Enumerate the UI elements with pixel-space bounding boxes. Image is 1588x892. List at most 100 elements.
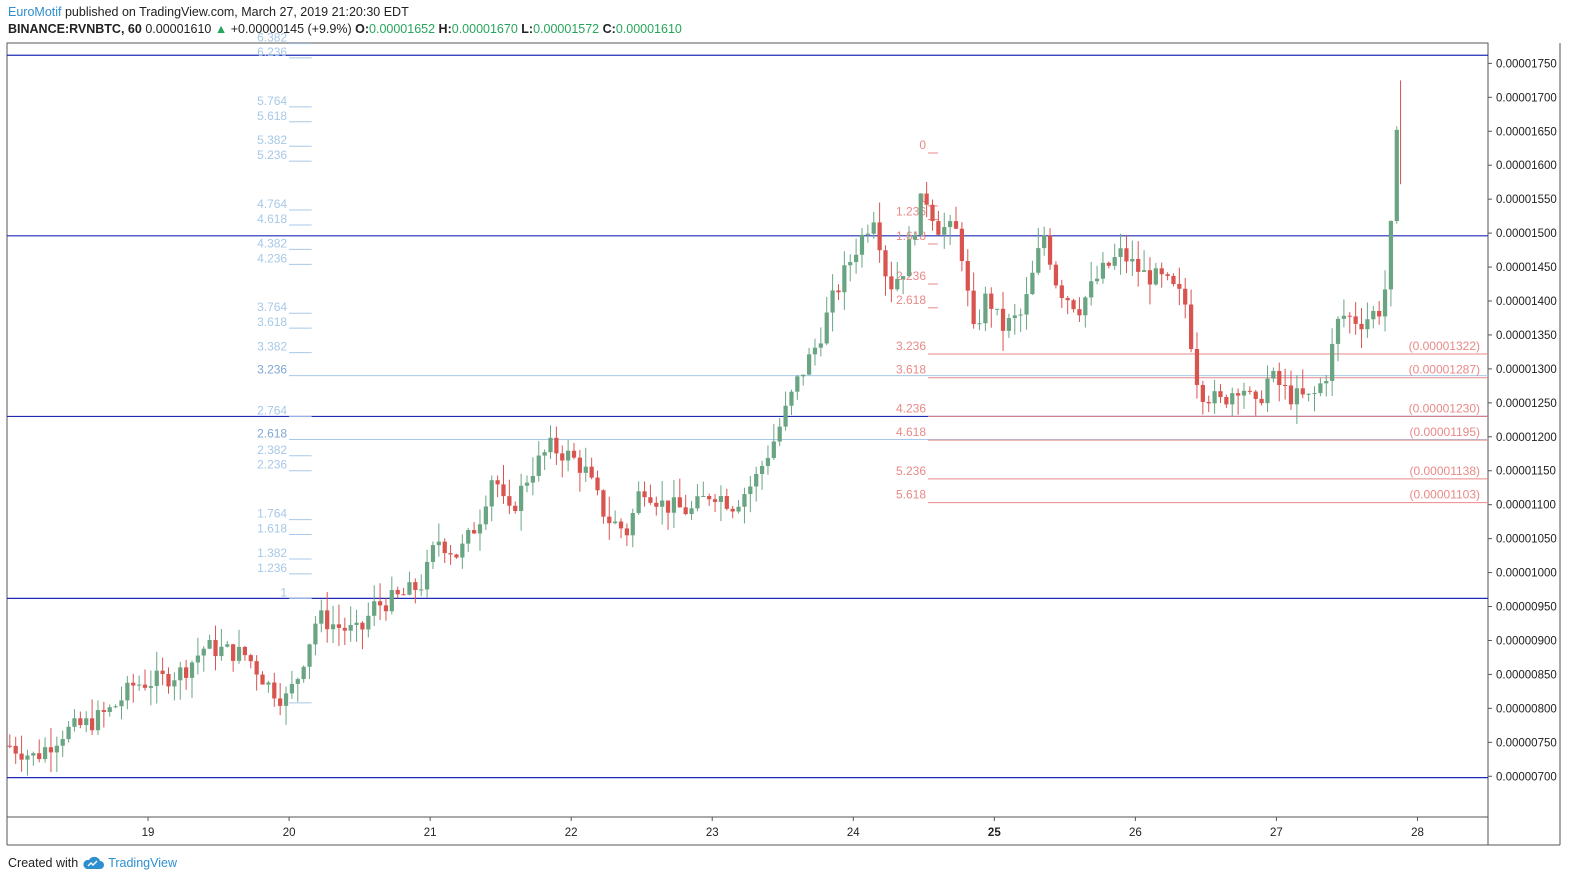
candle-body (1106, 262, 1111, 266)
candle-body (1012, 315, 1017, 319)
candle-body (501, 484, 506, 497)
fib-right-price-label: (0.00001230) (1409, 401, 1480, 415)
candle-body (607, 516, 612, 524)
candle-body (1288, 385, 1294, 405)
candle-body (360, 622, 365, 630)
candle-body (31, 753, 36, 756)
candle-body (1089, 281, 1094, 298)
candle-body (618, 521, 624, 529)
candle-body (231, 644, 236, 661)
candle-body (166, 673, 171, 687)
candle-body (248, 655, 253, 662)
candle-body (389, 590, 394, 612)
open-value: 0.00001652 (369, 22, 436, 36)
candle-body (765, 457, 771, 466)
y-tick-label: 0.00001300 (1496, 364, 1557, 376)
fib-left-level-label: 4.764 (257, 197, 287, 211)
candle-body (906, 239, 912, 277)
fib-left-level-label: 5.764 (257, 94, 287, 108)
fib-left-level-label: 4.382 (257, 236, 287, 250)
candle-body (1071, 300, 1076, 310)
fib-right-level-label: 5.236 (896, 464, 926, 478)
tradingview-link[interactable]: TradingView (108, 856, 177, 870)
x-tick-label: 21 (424, 827, 437, 839)
candle-body (548, 437, 553, 453)
fib-left-level-label: 2.236 (257, 458, 287, 472)
candle-body (701, 496, 706, 498)
candle-body (460, 543, 465, 558)
x-tick-label: 20 (283, 827, 296, 839)
candle-body (1271, 370, 1276, 379)
candle-body (1371, 311, 1376, 320)
y-tick-label: 0.00001200 (1496, 432, 1557, 444)
candle-body (260, 674, 265, 685)
candle-body (995, 308, 1000, 310)
candle-body (236, 646, 242, 661)
y-tick-label: 0.00001050 (1496, 534, 1557, 546)
candle-body (1100, 262, 1106, 279)
y-tick-label: 0.00000700 (1496, 771, 1557, 783)
candle-body (1171, 275, 1176, 285)
candle-body (977, 323, 982, 325)
candle-body (184, 667, 189, 678)
author-link[interactable]: EuroMotif (8, 5, 62, 19)
candle-body (495, 480, 500, 485)
fib-right-price-label: (0.00001322) (1409, 339, 1480, 353)
candle-body (78, 718, 83, 726)
candle-body (1218, 391, 1223, 398)
candle-body (566, 450, 571, 461)
candle-body (754, 473, 759, 487)
candle-body (1136, 258, 1141, 272)
candle-body (736, 506, 741, 512)
candle-body (295, 679, 300, 684)
candle-body (1006, 318, 1012, 331)
fib-left-level-label: 6.382 (257, 31, 287, 45)
publish-info: published on TradingView.com, March 27, … (64, 5, 409, 19)
y-tick-label: 0.00001550 (1496, 194, 1557, 206)
candle-body (789, 391, 794, 406)
candle-body (1259, 398, 1264, 404)
candle-body (965, 261, 970, 291)
candle-body (1153, 268, 1158, 285)
candle-body (1283, 384, 1288, 386)
x-tick-label: 23 (706, 827, 719, 839)
x-tick-label: 24 (847, 827, 860, 839)
candle-body (377, 601, 383, 606)
x-tick-label: 28 (1411, 827, 1424, 839)
candle-body (325, 610, 330, 630)
candle-body (72, 718, 77, 727)
candle-body (242, 646, 248, 656)
y-tick-label: 0.00001500 (1496, 228, 1557, 240)
candle-body (1247, 390, 1252, 392)
candles-group (7, 80, 1402, 776)
candle-body (1083, 297, 1088, 316)
fib-left-level-label: 2.618 (257, 427, 287, 441)
x-tick-label: 22 (565, 827, 578, 839)
candle-body (48, 747, 54, 753)
close-value: 0.00001610 (615, 22, 682, 36)
candle-body (372, 601, 377, 616)
fib-left-level-label: 1 (280, 585, 287, 599)
candle-body (1330, 343, 1335, 381)
candle-body (654, 502, 659, 507)
y-tick-label: 0.00001650 (1496, 126, 1557, 138)
fib-left-level-label: 1.764 (257, 507, 287, 521)
candle-body (424, 561, 430, 590)
candle-body (454, 554, 459, 558)
candle-body (712, 499, 718, 502)
candle-body (801, 374, 806, 377)
candle-body (1194, 348, 1200, 385)
candle-body (1359, 323, 1364, 330)
candle-body (648, 497, 653, 503)
candle-body (912, 235, 917, 240)
created-with-label: Created with (8, 856, 79, 870)
candle-body (89, 718, 95, 731)
candle-body (1377, 311, 1382, 317)
fib-right-level-label: 3.618 (896, 363, 926, 377)
candle-body (13, 745, 18, 754)
candle-body (313, 623, 318, 645)
candle-body (342, 627, 347, 631)
candle-body (1365, 319, 1370, 330)
candle-body (1112, 257, 1117, 266)
